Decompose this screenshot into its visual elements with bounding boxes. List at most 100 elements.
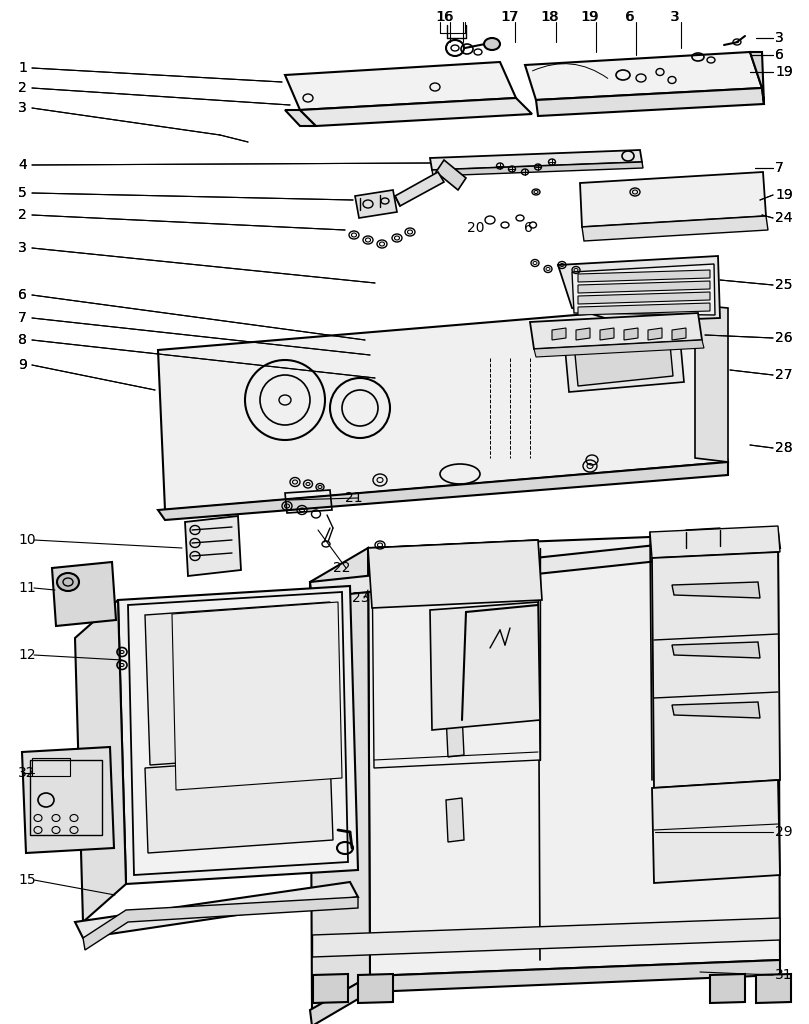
Polygon shape: [672, 582, 760, 598]
Polygon shape: [313, 974, 348, 1002]
Text: 28: 28: [775, 441, 793, 455]
Polygon shape: [530, 313, 702, 349]
Text: 1: 1: [18, 61, 27, 75]
Text: 28: 28: [775, 441, 793, 455]
Text: 15: 15: [18, 873, 36, 887]
Text: 10: 10: [18, 534, 36, 547]
Polygon shape: [310, 548, 370, 1010]
Polygon shape: [395, 172, 444, 206]
Polygon shape: [534, 340, 704, 357]
Text: 16: 16: [435, 10, 453, 24]
Polygon shape: [368, 532, 780, 976]
Text: 6: 6: [524, 221, 533, 234]
Text: 19: 19: [775, 188, 793, 202]
Polygon shape: [600, 328, 614, 340]
Text: 22: 22: [333, 561, 350, 575]
Text: 32: 32: [18, 766, 36, 780]
Polygon shape: [652, 552, 780, 788]
Text: 25: 25: [775, 278, 793, 292]
Text: 24: 24: [775, 211, 793, 225]
Text: 9: 9: [18, 358, 27, 372]
Text: 27: 27: [775, 368, 793, 382]
Polygon shape: [648, 328, 662, 340]
Text: 6: 6: [775, 48, 784, 62]
Polygon shape: [285, 62, 516, 110]
Ellipse shape: [484, 38, 500, 50]
Text: 19: 19: [775, 65, 793, 79]
Text: 16: 16: [436, 10, 454, 24]
Polygon shape: [695, 305, 728, 462]
Text: 17: 17: [502, 10, 519, 24]
Polygon shape: [446, 798, 464, 842]
Polygon shape: [652, 780, 780, 883]
Text: 19: 19: [581, 10, 599, 24]
Text: 26: 26: [775, 331, 793, 345]
Polygon shape: [565, 338, 684, 392]
Text: 31: 31: [775, 968, 793, 982]
Polygon shape: [578, 281, 710, 293]
Polygon shape: [525, 52, 762, 100]
Polygon shape: [358, 974, 393, 1002]
Text: 25: 25: [775, 278, 793, 292]
Polygon shape: [145, 755, 333, 853]
Polygon shape: [372, 540, 540, 768]
Polygon shape: [368, 540, 542, 608]
Text: 3: 3: [775, 31, 784, 45]
Polygon shape: [128, 592, 348, 874]
Polygon shape: [118, 586, 358, 884]
Text: 19: 19: [580, 10, 598, 24]
Text: 17: 17: [500, 10, 518, 24]
Text: 3: 3: [671, 10, 680, 24]
Text: 6: 6: [625, 10, 634, 24]
Bar: [32, 758, 70, 776]
Text: 4: 4: [18, 158, 27, 172]
Ellipse shape: [57, 573, 79, 591]
Text: 18: 18: [541, 10, 559, 24]
Polygon shape: [576, 328, 590, 340]
Polygon shape: [580, 172, 766, 227]
Polygon shape: [582, 216, 768, 241]
Text: 23: 23: [352, 591, 370, 605]
Polygon shape: [52, 562, 116, 626]
Text: 24: 24: [775, 211, 793, 225]
Polygon shape: [436, 160, 466, 190]
Text: 19: 19: [775, 188, 793, 202]
Polygon shape: [672, 702, 760, 718]
Text: 6: 6: [18, 288, 27, 302]
Polygon shape: [578, 303, 710, 315]
Polygon shape: [710, 974, 745, 1002]
Polygon shape: [446, 713, 464, 757]
Text: 18: 18: [540, 10, 558, 24]
Polygon shape: [310, 532, 780, 598]
Polygon shape: [558, 256, 720, 322]
Text: 2: 2: [18, 208, 27, 222]
Text: 7: 7: [775, 161, 784, 175]
Text: 5: 5: [18, 186, 27, 200]
Text: 3: 3: [18, 241, 27, 255]
Text: 20: 20: [467, 221, 485, 234]
Polygon shape: [310, 961, 780, 1024]
Polygon shape: [552, 328, 566, 340]
Text: 6: 6: [775, 48, 784, 62]
Polygon shape: [575, 344, 673, 386]
Text: 3: 3: [18, 101, 27, 115]
Text: 2: 2: [18, 81, 27, 95]
Polygon shape: [432, 162, 643, 176]
Text: 4: 4: [18, 158, 27, 172]
Polygon shape: [672, 642, 760, 658]
Polygon shape: [185, 516, 241, 575]
Polygon shape: [300, 98, 532, 126]
Text: 6: 6: [625, 10, 633, 24]
Polygon shape: [22, 746, 114, 853]
Text: 21: 21: [345, 490, 362, 505]
Text: 7: 7: [18, 311, 27, 325]
Polygon shape: [756, 974, 791, 1002]
Polygon shape: [75, 600, 126, 922]
Text: 11: 11: [18, 581, 36, 595]
Text: 7: 7: [775, 161, 784, 175]
Text: 26: 26: [775, 331, 793, 345]
Text: 19: 19: [775, 65, 793, 79]
Text: 1: 1: [18, 61, 27, 75]
Polygon shape: [750, 52, 764, 104]
Text: 2: 2: [18, 208, 27, 222]
